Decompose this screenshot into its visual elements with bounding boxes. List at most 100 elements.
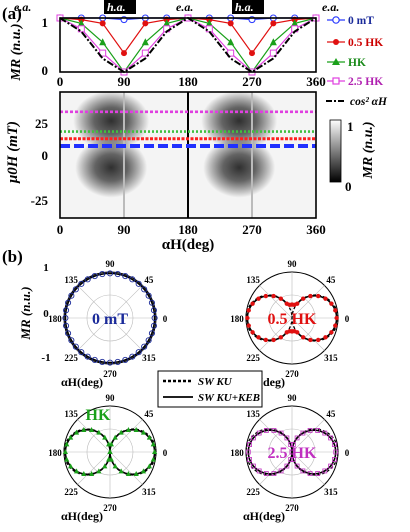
polar-hk-point-35 (150, 456, 156, 462)
polar-hk-angle-135: 135 (64, 409, 78, 419)
polar-hk-angle-45: 45 (144, 409, 154, 419)
polar-25hk-point-21 (256, 468, 262, 474)
polar-hk-label: HK (86, 407, 111, 424)
heatmap-frame (59, 91, 317, 219)
polar-hk-point-31 (125, 470, 132, 476)
panel-a-label: (a) (2, 4, 22, 23)
polar-25hk-point-23 (271, 471, 277, 476)
polar-hk-angle-0: 0 (163, 448, 168, 458)
polar-05hk-angle-45: 45 (326, 275, 336, 285)
polar-0mt-point-13 (78, 280, 85, 287)
polar-25hk-point-20 (250, 463, 256, 469)
line-point-1-3 (121, 50, 127, 57)
colorbar-tick-0: 0 (345, 179, 352, 194)
legend-a-cos: cos² αH (350, 96, 388, 108)
map-xtick-360: 360 (306, 222, 326, 237)
polar-0mt-point-14 (72, 286, 79, 293)
polar-25hk-point-2 (328, 435, 334, 441)
line-plot-ylabel: MR (n.u.) (9, 23, 24, 81)
map-ylabel: μ0H (mT) (5, 121, 21, 184)
line-point-3-10 (269, 49, 277, 57)
line-point-2-7 (205, 19, 213, 27)
polar-05hk-point-30 (300, 335, 306, 340)
polar-0mt-angle-270: 270 (103, 369, 117, 379)
polar-hk-point-23 (88, 470, 95, 476)
polar-0mt-point-23 (78, 349, 85, 356)
polar-hk-point-17 (64, 441, 70, 447)
polar-0mt-point-9 (106, 270, 114, 277)
polar-25hk-angle-45: 45 (326, 409, 336, 419)
polar-0mt-point-28 (114, 358, 121, 365)
polar-05hk-point-11 (284, 301, 289, 306)
polar-05hk-angle-225: 225 (246, 353, 260, 363)
line-point-1-4 (142, 20, 149, 27)
polar-25hk-point-4 (315, 428, 321, 433)
map-ytick-neg25: -25 (31, 193, 49, 208)
polar-05hk-point-32 (315, 337, 321, 343)
polar-25hk-angle-180: 180 (230, 448, 244, 458)
polar-05hk-label: 0.5 HK (268, 311, 317, 328)
panel-b-ytick-1: 1 (43, 262, 49, 274)
polar-0mt-point-16 (65, 299, 72, 306)
polar-25hk-point-29 (294, 463, 300, 469)
polar-hk-point-14 (81, 427, 87, 433)
polar-0mt-angle-315: 315 (142, 353, 156, 363)
polar-hk-point-11 (102, 434, 108, 440)
polar-25hk-point-3 (322, 430, 328, 436)
polar-25hk-point-10 (288, 442, 294, 447)
polar-hk-angle-315: 315 (142, 487, 156, 497)
polar-hk-point-1 (150, 441, 156, 447)
polar-hk-angle-180: 180 (48, 448, 62, 458)
polar-05hk-point-24 (278, 335, 284, 340)
polar-hk-point-30 (118, 468, 124, 474)
polar-hk-angle-225: 225 (64, 487, 78, 497)
legend-b-box (157, 370, 263, 408)
polar-25hk-angle-0: 0 (345, 448, 350, 458)
map-ytick-0: 0 (42, 148, 49, 163)
polar-05hk-angle-180: 180 (230, 314, 244, 324)
panel-b-ytick-neg1: -1 (41, 352, 50, 364)
polar-0mt-angle-225: 225 (64, 353, 78, 363)
polar-hk-point-10 (106, 441, 112, 447)
legend-b-sw-ku: SW KU (198, 376, 233, 388)
polar-0mt-point-25 (91, 356, 98, 363)
legend-a-05hk-marker (333, 39, 339, 45)
top-label-ha-1-box (104, 0, 136, 14)
polar-0mt-spoke-135 (77, 285, 143, 351)
polar-hk-point-12 (96, 429, 102, 435)
polar-0mt-point-11 (91, 273, 98, 280)
map-xtick-0: 0 (57, 222, 64, 237)
polar-05hk-point-17 (246, 308, 251, 313)
polar-25hk-sw-kueb (247, 429, 337, 475)
heatmap-area (60, 92, 316, 218)
line-plot-ytick-0: 0 (42, 63, 49, 78)
polar-25hk-angle-225: 225 (246, 487, 260, 497)
polar-25hk-point-17 (247, 442, 252, 447)
polar-0mt-point-22 (72, 343, 79, 350)
polar-hk-point-21 (73, 468, 80, 474)
polar-05hk-angle-135: 135 (246, 275, 260, 285)
polar-hk-point-13 (88, 427, 95, 433)
polar-hk-point-33 (140, 468, 147, 474)
polar-25hk-point-34 (328, 463, 334, 469)
polar-05hk-point-2 (329, 301, 334, 306)
panel-b-label: (b) (2, 247, 23, 266)
line-point-3-1 (77, 25, 85, 33)
polar-hk-point-25 (102, 463, 108, 469)
line-point-3-4 (141, 49, 149, 57)
polar-25hk-angle-90: 90 (288, 393, 298, 403)
polar-25hk-point-32 (315, 471, 321, 476)
map-xtick-90: 90 (118, 222, 131, 237)
polar-0mt-point-3 (145, 292, 152, 299)
polar-25hk-point-16 (250, 435, 256, 441)
line-point-2-11 (291, 19, 299, 27)
polar-hk-point-3 (140, 429, 147, 435)
polar-25hk-axis-label: αH(deg) (243, 509, 285, 523)
polar-hk-point-28 (108, 456, 114, 462)
polar-25hk-point-8 (290, 442, 296, 447)
polar-hk-point-5 (125, 427, 132, 433)
polar-05hk-point-23 (271, 337, 276, 343)
line-point-2-5 (163, 19, 171, 27)
polar-0mt-point-29 (122, 356, 129, 363)
